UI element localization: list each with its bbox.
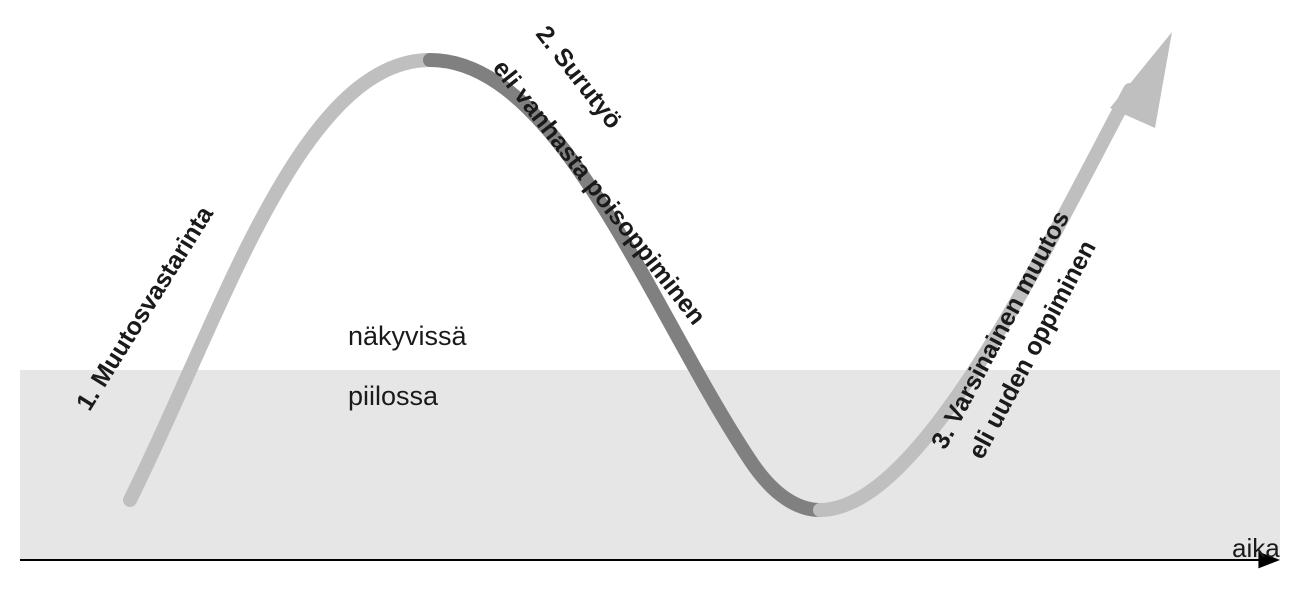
hidden-region-band	[20, 370, 1280, 560]
change-curve-diagram: 1. Muutosvastarinta 2. Surutyö eli vanha…	[0, 0, 1294, 591]
diagram-svg	[0, 0, 1294, 591]
hidden-label: piilossa	[348, 380, 438, 414]
time-axis-label: aika	[1232, 532, 1280, 565]
visible-label: näkyvissä	[348, 320, 467, 354]
